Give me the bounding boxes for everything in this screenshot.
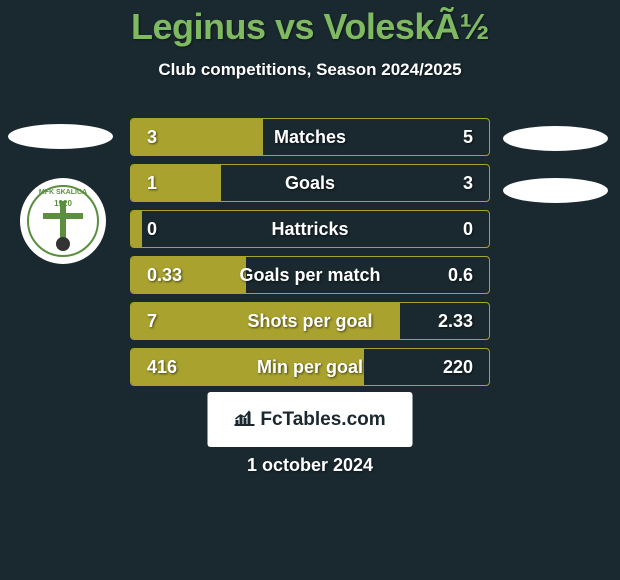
club-logo-text: MFK SKALICA (39, 189, 87, 196)
stat-label: Goals (131, 173, 489, 194)
stat-value-right: 220 (443, 357, 473, 378)
brand-chart-icon (234, 410, 254, 431)
stat-row: 0Hattricks0 (130, 210, 490, 248)
stat-row: 1Goals3 (130, 164, 490, 202)
stat-label: Shots per goal (131, 311, 489, 332)
stat-label: Hattricks (131, 219, 489, 240)
brand-box[interactable]: FcTables.com (208, 392, 413, 447)
brand-text: FcTables.com (260, 409, 385, 431)
player-badge-right-2 (503, 178, 608, 203)
club-logo: MFK SKALICA 1920 (20, 178, 106, 264)
stat-row: 7Shots per goal2.33 (130, 302, 490, 340)
page-title: Leginus vs VoleskÃ½ (0, 0, 620, 48)
subtitle: Club competitions, Season 2024/2025 (0, 60, 620, 80)
stat-value-right: 0.6 (448, 265, 473, 286)
player-badge-right-1 (503, 126, 608, 151)
stat-row: 0.33Goals per match0.6 (130, 256, 490, 294)
stat-value-right: 3 (463, 173, 473, 194)
date-text: 1 october 2024 (0, 455, 620, 476)
club-logo-ball-icon (56, 237, 70, 251)
club-logo-inner: MFK SKALICA 1920 (27, 185, 99, 257)
club-logo-cross-icon (43, 201, 83, 241)
player-badge-left (8, 124, 113, 149)
stat-label: Goals per match (131, 265, 489, 286)
stat-value-right: 5 (463, 127, 473, 148)
stat-value-right: 2.33 (438, 311, 473, 332)
stat-label: Matches (131, 127, 489, 148)
stat-row: 416Min per goal220 (130, 348, 490, 386)
stat-label: Min per goal (131, 357, 489, 378)
stat-value-right: 0 (463, 219, 473, 240)
stats-panel: 3Matches51Goals30Hattricks00.33Goals per… (130, 118, 490, 394)
stat-row: 3Matches5 (130, 118, 490, 156)
